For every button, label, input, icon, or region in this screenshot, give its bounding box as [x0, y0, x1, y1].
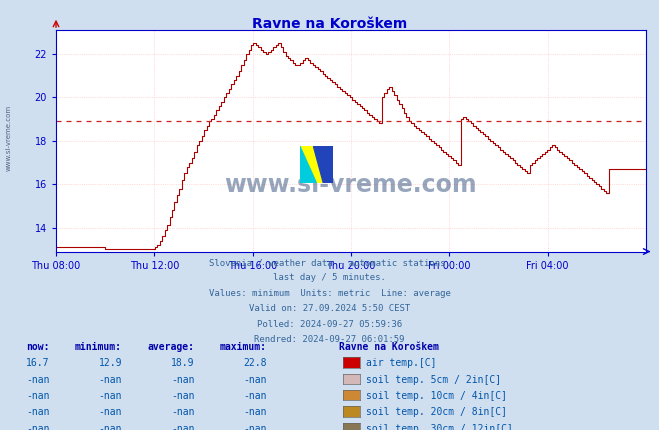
- Text: air temp.[C]: air temp.[C]: [366, 358, 436, 368]
- Text: -nan: -nan: [171, 407, 194, 417]
- Text: -nan: -nan: [98, 407, 122, 417]
- Text: soil temp. 5cm / 2in[C]: soil temp. 5cm / 2in[C]: [366, 375, 501, 384]
- Text: -nan: -nan: [98, 391, 122, 401]
- Text: soil temp. 20cm / 8in[C]: soil temp. 20cm / 8in[C]: [366, 407, 507, 417]
- Text: -nan: -nan: [243, 375, 267, 384]
- Text: last day / 5 minutes.: last day / 5 minutes.: [273, 273, 386, 283]
- Text: Polled: 2024-09-27 05:59:36: Polled: 2024-09-27 05:59:36: [257, 320, 402, 329]
- Text: Values: minimum  Units: metric  Line: average: Values: minimum Units: metric Line: aver…: [208, 289, 451, 298]
- Text: -nan: -nan: [243, 424, 267, 430]
- Text: soil temp. 10cm / 4in[C]: soil temp. 10cm / 4in[C]: [366, 391, 507, 401]
- Text: -nan: -nan: [243, 407, 267, 417]
- Text: Ravne na Koroškem: Ravne na Koroškem: [339, 342, 440, 352]
- Text: Valid on: 27.09.2024 5:50 CEST: Valid on: 27.09.2024 5:50 CEST: [249, 304, 410, 313]
- Text: -nan: -nan: [171, 375, 194, 384]
- Text: Slovenia / weather data - automatic stations.: Slovenia / weather data - automatic stat…: [208, 258, 451, 267]
- Text: -nan: -nan: [171, 424, 194, 430]
- Text: -nan: -nan: [98, 375, 122, 384]
- Text: -nan: -nan: [26, 391, 49, 401]
- Text: -nan: -nan: [98, 424, 122, 430]
- Text: soil temp. 30cm / 12in[C]: soil temp. 30cm / 12in[C]: [366, 424, 513, 430]
- Text: now:: now:: [26, 342, 49, 352]
- Text: minimum:: minimum:: [75, 342, 122, 352]
- Text: -nan: -nan: [26, 407, 49, 417]
- Text: 12.9: 12.9: [98, 358, 122, 368]
- Text: Ravne na Koroškem: Ravne na Koroškem: [252, 17, 407, 31]
- Text: -nan: -nan: [171, 391, 194, 401]
- Text: average:: average:: [148, 342, 194, 352]
- Polygon shape: [300, 146, 316, 183]
- Text: -nan: -nan: [26, 375, 49, 384]
- Text: -nan: -nan: [243, 391, 267, 401]
- Text: -nan: -nan: [26, 424, 49, 430]
- Text: 22.8: 22.8: [243, 358, 267, 368]
- Text: Rendred: 2024-09-27 06:01:59: Rendred: 2024-09-27 06:01:59: [254, 335, 405, 344]
- Text: maximum:: maximum:: [220, 342, 267, 352]
- Text: 18.9: 18.9: [171, 358, 194, 368]
- Polygon shape: [300, 146, 333, 183]
- Text: www.si-vreme.com: www.si-vreme.com: [5, 104, 12, 171]
- Polygon shape: [313, 146, 333, 183]
- Text: www.si-vreme.com: www.si-vreme.com: [225, 173, 477, 197]
- Text: 16.7: 16.7: [26, 358, 49, 368]
